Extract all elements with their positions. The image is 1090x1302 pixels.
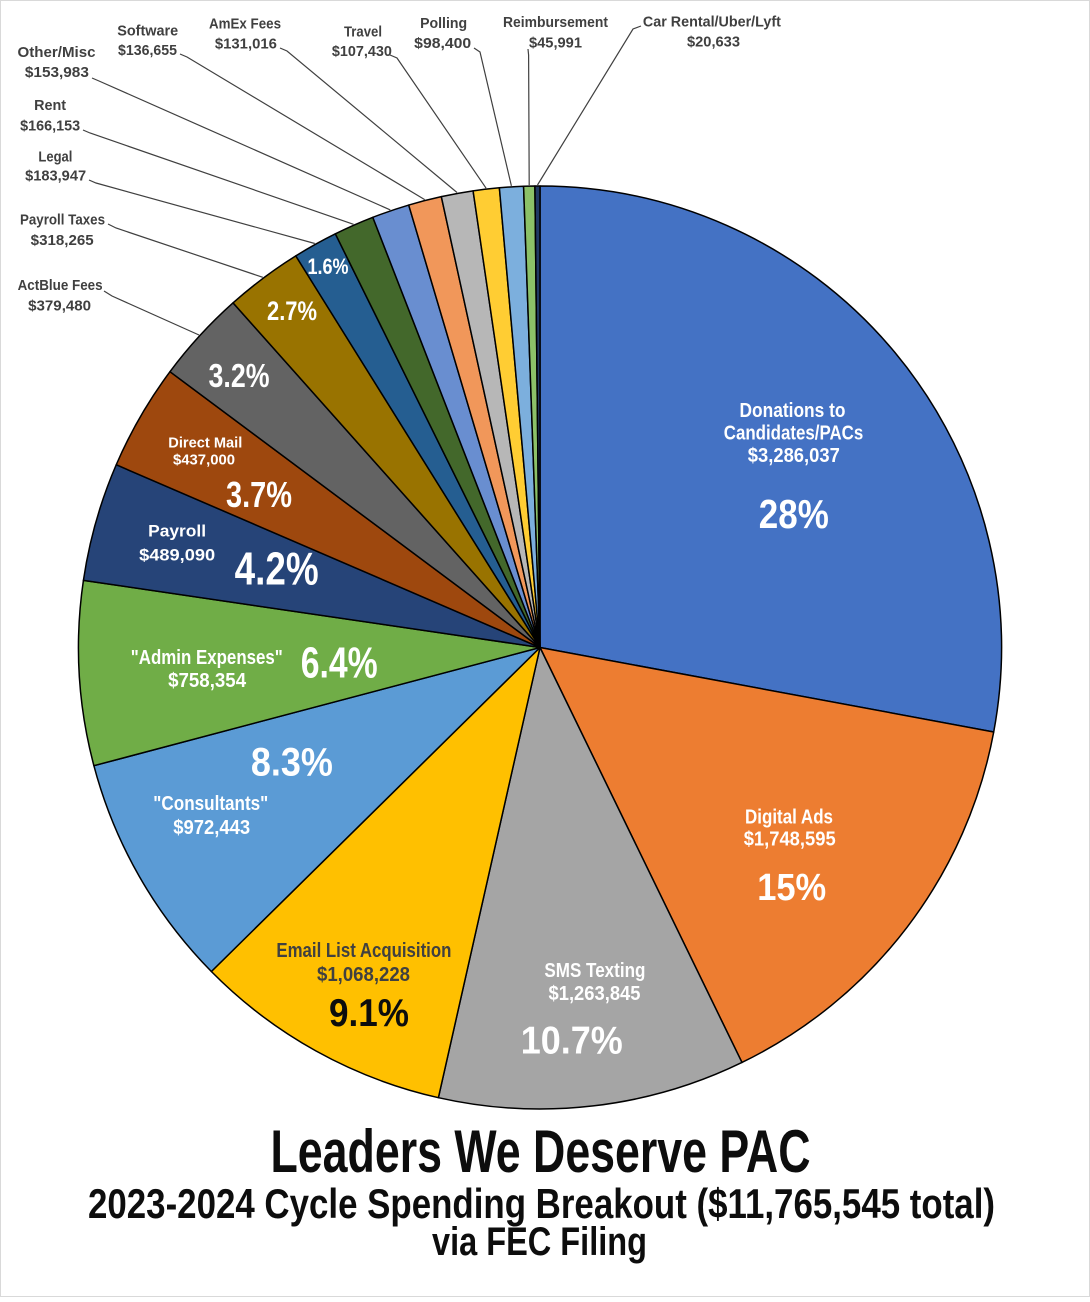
svg-text:Reimbursement: Reimbursement: [503, 14, 608, 31]
svg-text:$153,983: $153,983: [25, 64, 89, 81]
svg-text:3.2%: 3.2%: [209, 357, 270, 394]
svg-text:$131,016: $131,016: [215, 35, 277, 52]
svg-text:$972,443: $972,443: [173, 817, 250, 839]
svg-text:Leaders We Deserve PAC: Leaders We Deserve PAC: [271, 1118, 811, 1185]
svg-text:$379,480: $379,480: [28, 298, 91, 315]
svg-text:Travel: Travel: [344, 23, 382, 40]
svg-text:$758,354: $758,354: [168, 670, 247, 692]
svg-text:Other/Misc: Other/Misc: [18, 44, 96, 61]
svg-text:Car Rental/Uber/Lyft: Car Rental/Uber/Lyft: [643, 13, 781, 30]
svg-text:Candidates/PACs: Candidates/PACs: [724, 423, 864, 445]
svg-text:$166,153: $166,153: [20, 117, 80, 134]
svg-text:$3,286,037: $3,286,037: [748, 445, 840, 467]
svg-text:2.7%: 2.7%: [267, 296, 317, 326]
svg-text:3.7%: 3.7%: [226, 474, 292, 515]
svg-text:Digital Ads: Digital Ads: [745, 807, 833, 829]
svg-text:$318,265: $318,265: [31, 232, 94, 249]
svg-text:$437,000: $437,000: [173, 453, 235, 469]
svg-text:$98,400: $98,400: [414, 35, 471, 52]
svg-text:ActBlue Fees: ActBlue Fees: [18, 277, 103, 294]
svg-text:Email List Acquisition: Email List Acquisition: [276, 940, 451, 962]
svg-text:6.4%: 6.4%: [301, 639, 378, 688]
svg-text:$183,947: $183,947: [25, 168, 86, 185]
svg-text:Polling: Polling: [420, 15, 467, 32]
svg-text:9.1%: 9.1%: [329, 992, 409, 1035]
svg-text:AmEx Fees: AmEx Fees: [209, 16, 281, 33]
svg-text:Payroll Taxes: Payroll Taxes: [20, 212, 105, 229]
svg-text:Software: Software: [117, 23, 178, 40]
svg-text:$107,430: $107,430: [332, 43, 392, 60]
svg-text:4.2%: 4.2%: [235, 543, 319, 595]
svg-text:$1,263,845: $1,263,845: [549, 983, 641, 1005]
svg-text:$1,068,228: $1,068,228: [317, 964, 410, 986]
svg-text:Payroll: Payroll: [148, 522, 206, 541]
svg-text:Direct Mail: Direct Mail: [168, 436, 242, 452]
svg-text:Donations to: Donations to: [740, 400, 846, 422]
svg-text:10.7%: 10.7%: [521, 1020, 623, 1063]
svg-text:SMS Texting: SMS Texting: [544, 960, 645, 982]
svg-text:Rent: Rent: [34, 97, 66, 114]
svg-text:"Consultants": "Consultants": [153, 793, 268, 815]
svg-text:$20,633: $20,633: [687, 34, 740, 51]
svg-text:$45,991: $45,991: [529, 34, 582, 51]
svg-text:via FEC Filing: via FEC Filing: [432, 1220, 647, 1264]
svg-text:$136,655: $136,655: [118, 42, 177, 59]
svg-text:1.6%: 1.6%: [308, 254, 349, 279]
svg-text:$489,090: $489,090: [139, 546, 215, 565]
svg-text:8.3%: 8.3%: [251, 741, 333, 785]
svg-text:$1,748,595: $1,748,595: [744, 829, 836, 851]
svg-text:2023-2024 Cycle Spending Break: 2023-2024 Cycle Spending Breakout ($11,7…: [88, 1180, 995, 1227]
svg-text:Legal: Legal: [38, 149, 72, 166]
svg-text:28%: 28%: [759, 491, 829, 537]
svg-text:"Admin Expenses": "Admin Expenses": [131, 647, 283, 669]
svg-text:15%: 15%: [757, 867, 826, 909]
